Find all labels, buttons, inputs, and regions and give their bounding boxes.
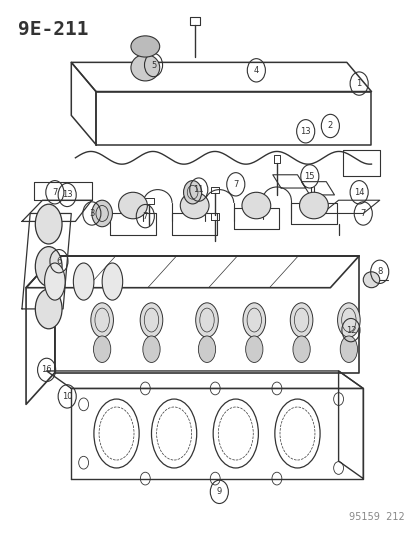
Ellipse shape bbox=[93, 336, 111, 362]
Ellipse shape bbox=[337, 303, 359, 337]
Ellipse shape bbox=[241, 192, 270, 219]
Ellipse shape bbox=[118, 192, 147, 219]
Ellipse shape bbox=[35, 204, 62, 244]
Text: 13: 13 bbox=[62, 190, 72, 199]
Text: 14: 14 bbox=[353, 188, 363, 197]
Ellipse shape bbox=[180, 192, 209, 219]
Text: 10: 10 bbox=[62, 392, 72, 401]
Text: 16: 16 bbox=[41, 366, 52, 374]
Ellipse shape bbox=[131, 36, 159, 57]
Text: 8: 8 bbox=[376, 268, 382, 276]
Ellipse shape bbox=[362, 272, 379, 288]
Text: 7: 7 bbox=[142, 212, 147, 221]
Ellipse shape bbox=[195, 303, 218, 337]
Ellipse shape bbox=[73, 263, 94, 300]
Text: 7: 7 bbox=[233, 180, 238, 189]
Text: 13: 13 bbox=[300, 127, 310, 136]
Text: 3: 3 bbox=[89, 209, 94, 218]
Text: 11: 11 bbox=[193, 185, 204, 194]
Ellipse shape bbox=[35, 247, 62, 286]
Text: 4: 4 bbox=[253, 66, 259, 75]
Text: 7: 7 bbox=[52, 188, 57, 197]
Text: 2: 2 bbox=[327, 122, 332, 131]
Ellipse shape bbox=[245, 336, 262, 362]
Ellipse shape bbox=[140, 303, 162, 337]
Ellipse shape bbox=[299, 192, 328, 219]
Ellipse shape bbox=[292, 336, 309, 362]
Text: 6: 6 bbox=[56, 257, 62, 265]
Text: 9E-211: 9E-211 bbox=[18, 20, 88, 39]
Text: 15: 15 bbox=[304, 172, 314, 181]
Text: 12: 12 bbox=[345, 326, 355, 335]
Ellipse shape bbox=[142, 336, 160, 362]
Ellipse shape bbox=[242, 303, 265, 337]
Circle shape bbox=[92, 200, 112, 227]
Text: 1: 1 bbox=[356, 79, 361, 88]
Ellipse shape bbox=[131, 54, 159, 81]
Ellipse shape bbox=[35, 289, 62, 329]
Ellipse shape bbox=[45, 263, 65, 300]
Text: 95159  212: 95159 212 bbox=[348, 512, 404, 522]
Text: 7: 7 bbox=[360, 209, 365, 218]
Circle shape bbox=[183, 181, 201, 204]
Text: 5: 5 bbox=[151, 61, 156, 69]
Ellipse shape bbox=[339, 336, 357, 362]
Ellipse shape bbox=[90, 303, 113, 337]
Ellipse shape bbox=[198, 336, 215, 362]
Ellipse shape bbox=[290, 303, 312, 337]
Ellipse shape bbox=[102, 263, 122, 300]
Text: 9: 9 bbox=[216, 487, 221, 496]
